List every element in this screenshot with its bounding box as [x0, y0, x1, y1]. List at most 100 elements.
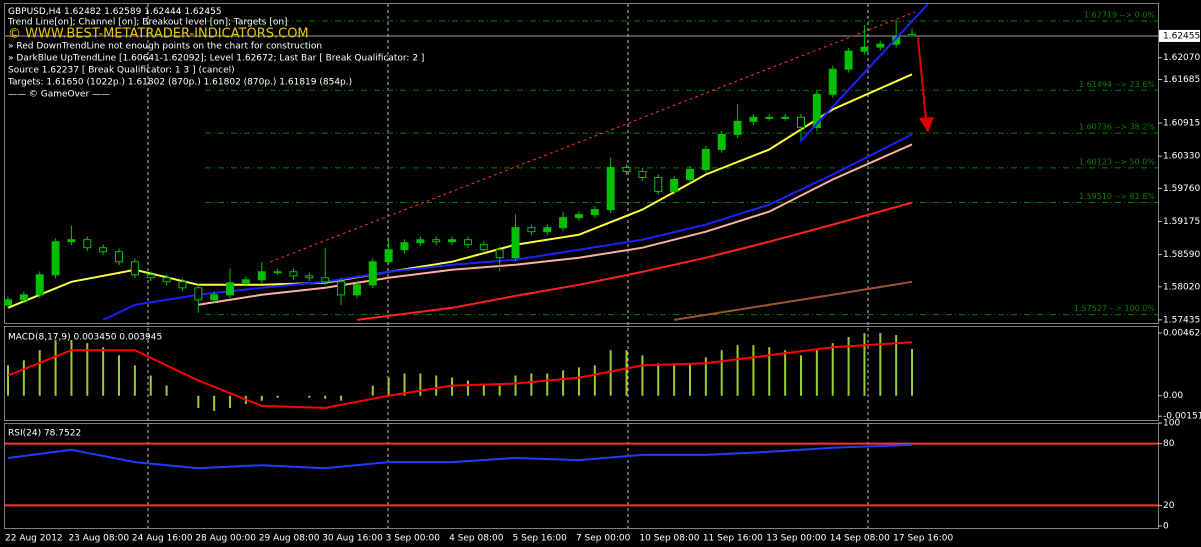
macd-bar [752, 345, 755, 396]
current-price: 1.62455 [1163, 31, 1200, 41]
candle-body [130, 261, 139, 276]
x-tick-label: 14 Sep 08:00 [830, 534, 890, 544]
pane-borders [4, 3, 1159, 529]
macd-bar [688, 363, 691, 396]
macd-bar [387, 377, 390, 396]
macd-bar [673, 365, 676, 396]
macd-bar [197, 395, 200, 408]
x-tick-label: 5 Sep 16:00 [513, 534, 568, 544]
candle-body [479, 244, 488, 251]
macd-bar [54, 340, 57, 396]
info-line: —— © GameOver —— [8, 90, 110, 100]
fib-label: 1.60736 --> 38.2% [1079, 123, 1155, 132]
x-tick-label: 17 Sep 16:00 [893, 534, 953, 544]
candle-body [273, 271, 282, 274]
arrow-head [919, 117, 934, 133]
candle-body [226, 282, 235, 296]
macd-bar [340, 395, 343, 401]
macd-pane [4, 326, 1159, 421]
candle-body [812, 93, 821, 128]
candle-body [781, 116, 790, 119]
fib-label: 1.59510 --> 61.8% [1079, 192, 1155, 201]
y-tick-label: 1.57435 [1163, 315, 1200, 325]
fib-label: 1.62719 --> 0.0% [1084, 11, 1155, 20]
macd-bar [577, 367, 580, 396]
x-tick-label: 13 Sep 00:00 [766, 534, 826, 544]
price-box [1159, 29, 1200, 42]
macd-bar [371, 385, 374, 396]
candle-body [559, 217, 568, 229]
candle-body [384, 249, 393, 263]
candle-body [305, 275, 314, 279]
indicator-line [102, 133, 913, 321]
x-tick-label: 30 Aug 16:00 [322, 534, 383, 544]
macd-bar [736, 345, 739, 396]
up-trend-line [799, 3, 929, 143]
y-tick-label: -0.00151 [1163, 412, 1201, 422]
macd-bar [260, 395, 263, 401]
indicator-line [356, 201, 913, 321]
macd-bar [102, 347, 105, 396]
candle-body [654, 177, 663, 193]
candle-body [368, 261, 377, 286]
candle-body [797, 116, 805, 128]
macd-bar [911, 348, 914, 396]
candle-body [115, 251, 124, 263]
indicator-line [673, 280, 913, 321]
candle-body [685, 168, 694, 181]
y-tick-label: 100 [1163, 419, 1180, 429]
x-tick-label: 3 Sep 00:00 [386, 534, 441, 544]
y-tick-label: 1.58590 [1163, 250, 1200, 260]
macd-bar [38, 350, 41, 396]
info-line: Targets: 1.61650 (1022p.) 1.61802 (870p.… [7, 78, 352, 88]
macd-bar [514, 375, 517, 396]
candle-body [543, 227, 552, 233]
y-tick-label: 1.58020 [1163, 282, 1200, 292]
y-tick-label: 0.004624 [1163, 329, 1201, 339]
macd-bar [593, 365, 596, 396]
rsi-title: RSI(24) 78.7522 [8, 429, 81, 439]
macd-bar [879, 333, 882, 396]
candle-body [241, 279, 250, 284]
candle-body [765, 116, 774, 119]
candle-body [622, 167, 631, 172]
macd-bar [308, 395, 311, 398]
candle-body [495, 249, 504, 259]
macd-bar [720, 350, 723, 396]
macd-bar [403, 373, 406, 396]
macd-bar [419, 373, 422, 396]
candle-body [400, 242, 409, 251]
macd-bar [657, 363, 660, 396]
macd-bar [118, 355, 121, 396]
candle-body [416, 239, 425, 244]
candle-body [352, 284, 361, 296]
macd-bar [276, 395, 279, 398]
arrow-shaft [917, 37, 927, 121]
candle-body [670, 179, 679, 193]
high-value: 1.62589 [104, 7, 141, 17]
macd-bar [451, 377, 454, 396]
x-tick-label: 10 Sep 08:00 [639, 534, 699, 544]
candle-body [701, 148, 710, 170]
y-tick-label: 80 [1163, 439, 1175, 449]
x-tick-label: 22 Aug 2012 [5, 534, 63, 544]
x-tick-label: 24 Aug 16:00 [132, 534, 193, 544]
info-panel: GBPUSD,H4 1.62482 1.62589 1.62444 1.6245… [7, 7, 424, 100]
macd-bar [229, 395, 232, 408]
y-tick-label: 1.60330 [1163, 152, 1200, 162]
symbol: GBPUSD,H4 [8, 7, 61, 17]
candle-body [749, 116, 758, 122]
candle-body [432, 239, 441, 243]
y-tick-label: 1.59760 [1163, 184, 1200, 194]
candle-body [194, 287, 203, 301]
candle-body [321, 277, 330, 283]
macd-bar [133, 365, 136, 396]
low-value: 1.62444 [144, 7, 181, 17]
macd-bar [609, 350, 612, 396]
info-line: » Red DownTrendLine not enough points on… [8, 42, 322, 52]
macd-bar [482, 383, 485, 396]
trend-line [269, 11, 916, 263]
